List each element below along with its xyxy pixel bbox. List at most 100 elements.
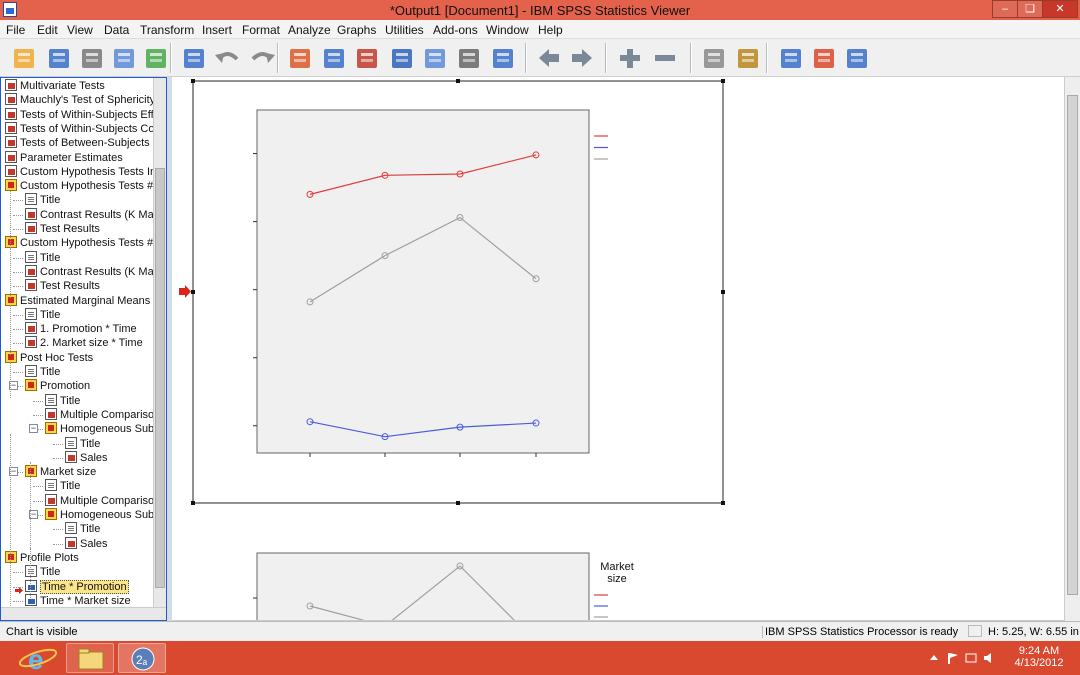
- use-sets-icon[interactable]: [421, 45, 449, 72]
- outline-item[interactable]: Homogeneous Sub: [45, 422, 154, 436]
- outline-item[interactable]: Test Results: [25, 222, 100, 236]
- undo-icon[interactable]: [213, 45, 241, 72]
- chart-resize-handle[interactable]: [191, 501, 195, 505]
- outline-item[interactable]: Title: [65, 522, 100, 536]
- outline-vertical-scrollbar[interactable]: [153, 78, 166, 608]
- show-all-icon[interactable]: [455, 45, 483, 72]
- back-icon[interactable]: [535, 45, 563, 72]
- collapse-toggle[interactable]: −: [9, 380, 18, 391]
- menu-file[interactable]: File: [6, 23, 26, 37]
- hide-icon[interactable]: [734, 45, 762, 72]
- save-icon[interactable]: [45, 45, 73, 72]
- content-vertical-scrollbar[interactable]: [1064, 77, 1080, 621]
- open-icon[interactable]: [10, 45, 38, 72]
- print-icon[interactable]: [78, 45, 106, 72]
- goto-variable-icon[interactable]: [353, 45, 381, 72]
- expand-icon[interactable]: [616, 45, 644, 72]
- menu-window[interactable]: Window: [486, 23, 529, 37]
- file-explorer-taskbar-button[interactable]: [66, 643, 114, 673]
- outline-item[interactable]: Test Results: [25, 279, 100, 293]
- outline-item[interactable]: Custom Hypothesis Tests #2: [5, 236, 159, 250]
- goto-case-icon[interactable]: [320, 45, 348, 72]
- outline-item[interactable]: Title: [25, 565, 60, 579]
- tray-icons[interactable]: [928, 650, 998, 666]
- outline-horizontal-scrollbar[interactable]: [1, 607, 166, 620]
- outline-item[interactable]: Homogeneous Sub: [45, 508, 154, 522]
- outline-scroll-thumb[interactable]: [155, 168, 165, 588]
- outline-item[interactable]: Mauchly's Test of Sphericity: [5, 93, 155, 107]
- outline-item[interactable]: Sales: [65, 536, 108, 551]
- menu-addons[interactable]: Add-ons: [433, 23, 478, 37]
- outline-item[interactable]: Estimated Marginal Means: [5, 293, 150, 308]
- chart-resize-handle[interactable]: [721, 290, 725, 294]
- outline-item[interactable]: Title: [25, 307, 60, 322]
- menu-edit[interactable]: Edit: [37, 23, 58, 37]
- outline-item[interactable]: Tests of Within-Subjects Effe: [5, 107, 160, 122]
- collapse-icon[interactable]: [651, 45, 679, 72]
- menu-utilities[interactable]: Utilities: [385, 23, 424, 37]
- outline-item[interactable]: Custom Hypothesis Tests #1: [5, 179, 159, 193]
- outline-item[interactable]: 2. Market size * Time: [25, 336, 143, 350]
- chart-resize-handle[interactable]: [721, 79, 725, 83]
- collapse-toggle[interactable]: −: [9, 466, 18, 477]
- print-preview-icon[interactable]: [110, 45, 138, 72]
- content-scroll-thumb[interactable]: [1067, 95, 1078, 595]
- outline-item[interactable]: Parameter Estimates: [5, 150, 123, 165]
- forward-icon[interactable]: [568, 45, 596, 72]
- content-pane[interactable]: Market size: [172, 77, 1064, 646]
- outline-item[interactable]: Title: [25, 365, 60, 379]
- insert-text-icon[interactable]: [843, 45, 871, 72]
- outline-item[interactable]: Title: [45, 393, 80, 408]
- outline-item[interactable]: Title: [45, 479, 80, 493]
- outline-item[interactable]: Tests of Within-Subjects Con: [5, 121, 161, 136]
- outline-item[interactable]: Time * Promotion: [25, 579, 129, 594]
- menu-format[interactable]: Format: [242, 23, 281, 37]
- chart-resize-handle[interactable]: [456, 501, 460, 505]
- menu-insert[interactable]: Insert: [202, 23, 233, 37]
- clock[interactable]: 9:24 AM 4/13/2012: [1010, 645, 1068, 669]
- chart-resize-handle[interactable]: [456, 79, 460, 83]
- menu-transform[interactable]: Transform: [140, 23, 195, 37]
- export-icon[interactable]: [142, 45, 170, 72]
- outline-item[interactable]: Profile Plots: [5, 550, 79, 565]
- menu-help[interactable]: Help: [538, 23, 563, 37]
- outline-item[interactable]: Market size: [25, 465, 96, 479]
- recall-dialog-icon[interactable]: [180, 45, 208, 72]
- menu-analyze[interactable]: Analyze: [288, 23, 331, 37]
- spss-taskbar-button[interactable]: 2ₐ: [118, 643, 166, 673]
- outline-item[interactable]: Title: [65, 436, 100, 451]
- spss-app-icon[interactable]: [3, 2, 17, 17]
- restore-button[interactable]: ❑: [1017, 0, 1043, 18]
- outline-item[interactable]: 1. Promotion * Time: [25, 322, 137, 336]
- outline-item[interactable]: Tests of Between-Subjects E: [5, 136, 160, 150]
- goto-data-icon[interactable]: [286, 45, 314, 72]
- variables-icon[interactable]: [388, 45, 416, 72]
- outline-item[interactable]: Sales: [65, 450, 108, 465]
- menu-view[interactable]: View: [67, 23, 93, 37]
- pane-splitter[interactable]: [167, 77, 172, 621]
- outline-item[interactable]: Title: [25, 193, 60, 207]
- chart-resize-handle[interactable]: [721, 501, 725, 505]
- minimize-button[interactable]: –: [992, 0, 1018, 18]
- outline-item[interactable]: Custom Hypothesis Tests Ind: [5, 164, 162, 179]
- chart-resize-handle[interactable]: [191, 290, 195, 294]
- close-button[interactable]: ✕: [1042, 0, 1078, 18]
- ie-taskbar-button[interactable]: e: [14, 643, 62, 675]
- outline-item[interactable]: Title: [25, 250, 60, 265]
- collapse-toggle[interactable]: −: [29, 423, 38, 434]
- outline-item[interactable]: Multiple Compariso: [45, 493, 154, 508]
- outline-item[interactable]: Multiple Compariso: [45, 407, 154, 422]
- insert-heading-icon[interactable]: [777, 45, 805, 72]
- outline-item[interactable]: Contrast Results (K Matr: [25, 264, 160, 279]
- outline-item[interactable]: Multivariate Tests: [5, 79, 105, 93]
- insert-title-icon[interactable]: [810, 45, 838, 72]
- outline-item[interactable]: Promotion: [25, 379, 90, 393]
- menu-data[interactable]: Data: [104, 23, 130, 37]
- show-icon[interactable]: [700, 45, 728, 72]
- outline-item[interactable]: Time * Market size: [25, 593, 131, 608]
- outline-item[interactable]: Post Hoc Tests: [5, 350, 93, 365]
- outline-item[interactable]: Contrast Results (K Matr: [25, 207, 160, 222]
- menu-graphs[interactable]: Graphs: [337, 23, 377, 37]
- redo-icon[interactable]: [249, 45, 277, 72]
- chart-resize-handle[interactable]: [191, 79, 195, 83]
